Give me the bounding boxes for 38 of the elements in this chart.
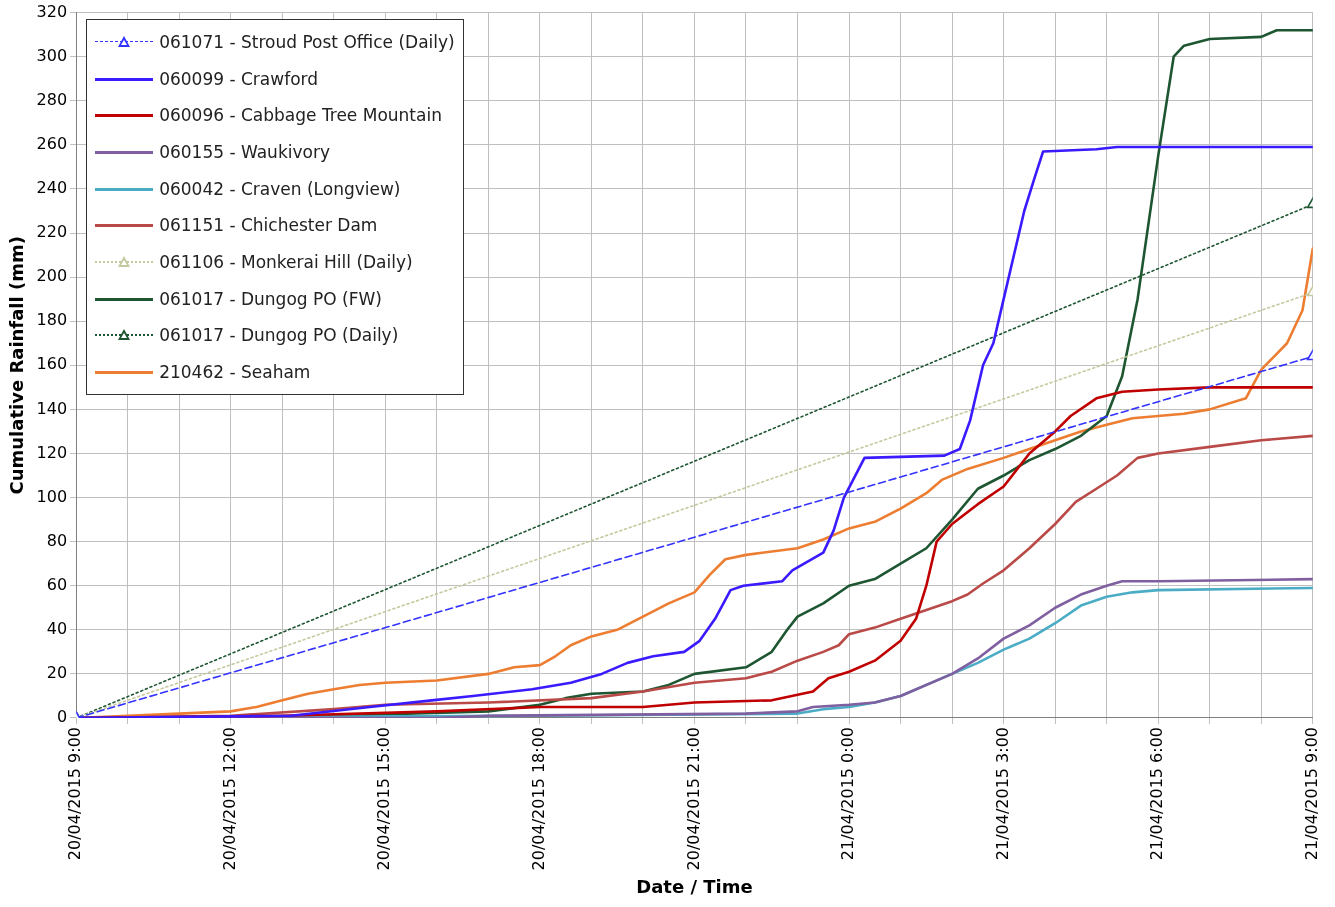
y-axis-title: Cumulative Rainfall (mm): [6, 236, 28, 495]
y-tick-label: 120: [36, 442, 68, 462]
legend-label: 061017 - Dungog PO (FW): [159, 288, 382, 309]
x-tick-label: 21/04/2015 6:00: [1147, 726, 1167, 861]
x-tick-label: 20/04/2015 15:00: [374, 726, 394, 871]
x-tick-label: 20/04/2015 9:00: [65, 726, 85, 861]
y-tick-label: 300: [36, 45, 68, 65]
y-tick-label: 280: [36, 89, 68, 109]
legend-label: 061017 - Dungog PO (Daily): [159, 325, 399, 346]
y-tick-label: 0: [56, 707, 68, 727]
y-tick-label: 320: [36, 1, 68, 21]
y-tick-label: 260: [36, 134, 68, 154]
y-tick-label: 100: [36, 486, 68, 506]
legend-label: 061071 - Stroud Post Office (Daily): [159, 31, 455, 52]
legend-label: 060096 - Cabbage Tree Mountain: [159, 105, 442, 126]
y-tick-label: 140: [36, 398, 68, 418]
y-tick-label: 60: [46, 574, 68, 594]
x-tick-label: 21/04/2015 9:00: [1301, 726, 1321, 861]
y-tick-label: 40: [46, 618, 68, 638]
legend-label: 061151 - Chichester Dam: [159, 215, 378, 236]
y-tick-label: 80: [46, 530, 68, 550]
legend-label: 060042 - Craven (Longview): [159, 178, 401, 199]
x-tick-label: 20/04/2015 12:00: [219, 726, 239, 871]
y-tick-label: 220: [36, 222, 68, 242]
legend-label: 210462 - Seaham: [159, 362, 311, 383]
x-axis-title: Date / Time: [636, 875, 753, 897]
y-tick-label: 180: [36, 310, 68, 330]
x-tick-label: 20/04/2015 18:00: [529, 726, 549, 871]
legend-label: 061106 - Monkerai Hill (Daily): [159, 252, 413, 273]
x-tick-label: 21/04/2015 0:00: [838, 726, 858, 861]
y-tick-label: 240: [36, 178, 68, 198]
y-tick-label: 160: [36, 354, 68, 374]
y-tick-label: 20: [46, 663, 68, 683]
y-tick-label: 200: [36, 266, 68, 286]
x-tick-label: 20/04/2015 21:00: [683, 726, 703, 871]
legend-label: 060099 - Crawford: [159, 68, 319, 89]
x-tick-label: 21/04/2015 3:00: [992, 726, 1012, 861]
legend-label: 060155 - Waukivory: [159, 142, 330, 162]
